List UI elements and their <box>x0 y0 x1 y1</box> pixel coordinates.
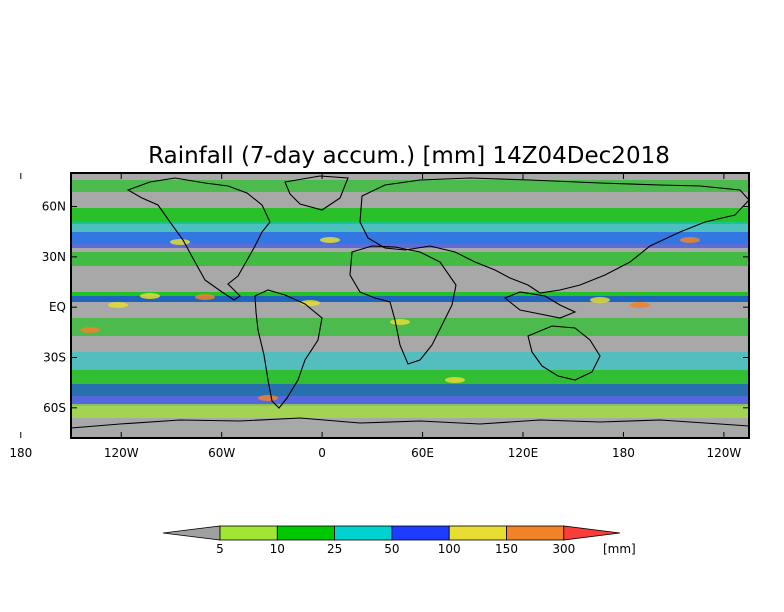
rain-band <box>71 232 749 248</box>
heavy-rain-spot <box>390 319 410 325</box>
colorbar-under-triangle <box>162 525 221 541</box>
heavy-rain-spot <box>258 395 278 401</box>
heavy-rain-spot <box>80 327 100 333</box>
precipitation-field <box>71 180 749 418</box>
colorbar-segment <box>448 525 507 541</box>
y-tick-label: 60N <box>42 200 66 214</box>
colorbar-segment <box>276 525 335 541</box>
heavy-rain-spot <box>320 237 340 243</box>
latitude-axis: 60N 30N EQ 30S 60S <box>42 200 749 415</box>
rain-band <box>71 384 749 406</box>
heavy-rain-spot <box>195 294 215 300</box>
y-tick-label: 30S <box>43 350 66 364</box>
heavy-rain-spot <box>590 297 610 303</box>
heavy-rain-spot <box>140 293 160 299</box>
colorbar-level-label: 300 <box>552 542 575 556</box>
y-tick-label: 60S <box>43 401 66 415</box>
rain-band <box>71 352 749 370</box>
x-tick-label: 120W <box>706 446 741 460</box>
colorbar-over-triangle <box>563 525 621 541</box>
eurasia-outline <box>359 177 750 294</box>
rain-band <box>71 252 749 266</box>
x-tick-label: 0 <box>318 446 326 460</box>
colorbar-segment <box>219 525 278 541</box>
colorbar: 5 10 25 50 100 150 300 <box>162 525 621 556</box>
colorbar-level-label: 5 <box>216 542 224 556</box>
heavy-rain-spot <box>170 239 190 245</box>
longitude-axis: 180 120W 60W 0 60E 120E 180 120W <box>9 173 741 460</box>
heavy-rain-spot <box>108 302 128 308</box>
north-america-outline <box>126 177 271 301</box>
continent-outlines <box>70 175 750 429</box>
map-frame <box>70 172 750 439</box>
africa-outline <box>349 245 457 365</box>
x-tick-label: 180 <box>9 446 32 460</box>
colorbar-level-label: 100 <box>438 542 461 556</box>
south-america-outline <box>254 289 323 409</box>
x-tick-label: 120E <box>508 446 539 460</box>
colorbar-level-label: 25 <box>327 542 342 556</box>
rain-band <box>71 296 749 302</box>
heavy-rain-spot <box>680 237 700 243</box>
x-tick-label: 60E <box>411 446 434 460</box>
rain-band <box>71 180 749 192</box>
colorbar-level-label: 50 <box>384 542 399 556</box>
y-tick-label: 30N <box>42 250 66 264</box>
colorbar-segment <box>334 525 393 541</box>
maritime-continent-outline <box>503 291 577 319</box>
x-tick-label: 180 <box>612 446 635 460</box>
x-tick-label: 60W <box>208 446 235 460</box>
rain-band <box>71 208 749 224</box>
colorbar-segment <box>506 525 565 541</box>
colorbar-level-label: 150 <box>495 542 518 556</box>
heavy-rain-spot <box>630 302 650 308</box>
x-tick-label: 120W <box>104 446 139 460</box>
colorbar-segment <box>391 525 450 541</box>
antarctica-outline <box>70 417 750 429</box>
greenland-outline <box>284 175 349 211</box>
colorbar-level-label: 10 <box>270 542 285 556</box>
australia-outline <box>527 325 601 381</box>
map-title: Rainfall (7-day accum.) [mm] 14Z04Dec201… <box>148 143 670 169</box>
rain-band <box>71 404 749 418</box>
y-tick-label: EQ <box>49 300 66 314</box>
map-panel <box>70 172 750 439</box>
rain-band <box>71 318 749 336</box>
colorbar-unit: [mm] <box>603 542 636 556</box>
heavy-rain-spot <box>445 377 465 383</box>
